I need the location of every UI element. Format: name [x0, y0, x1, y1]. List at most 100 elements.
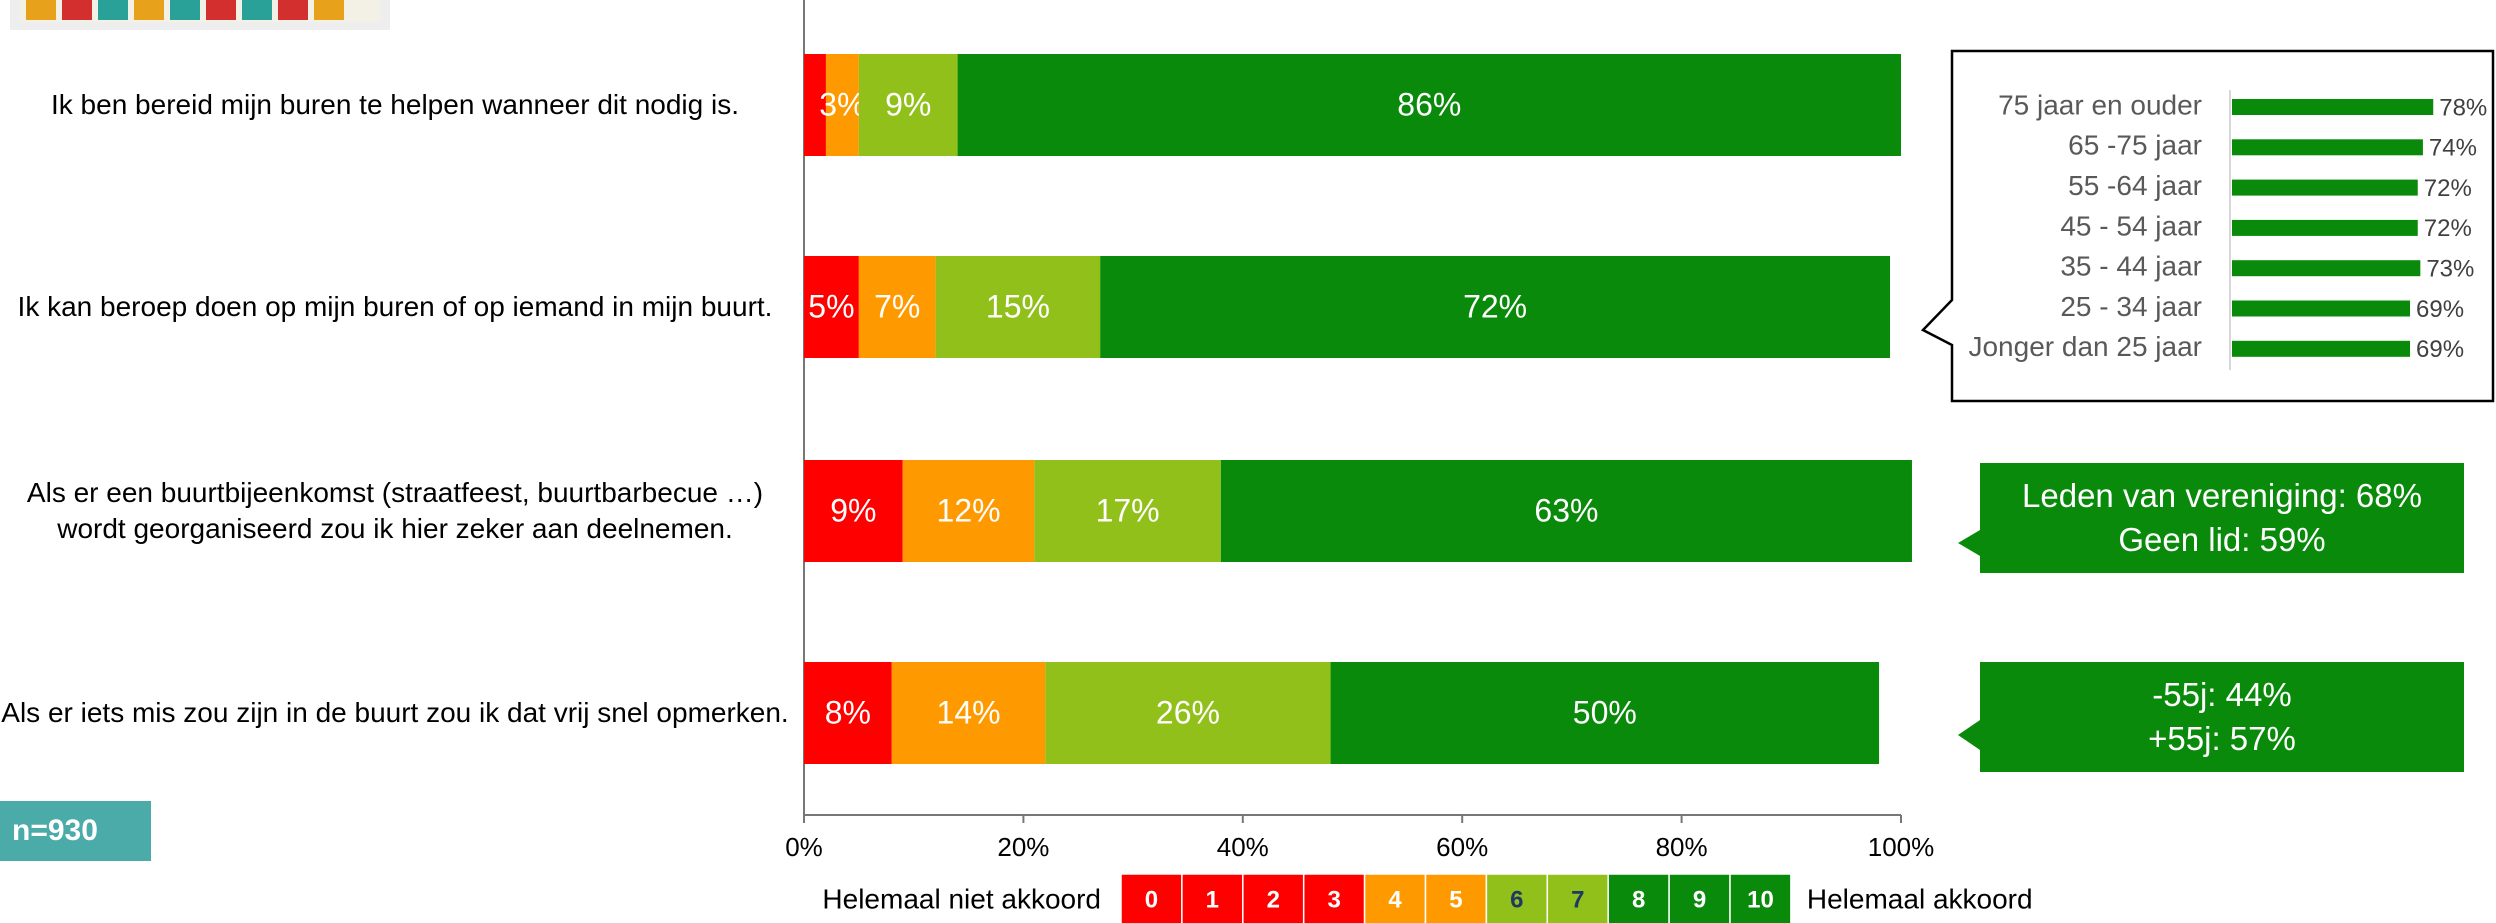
x-tick-label: 100%	[1868, 832, 1935, 862]
data-label: 15%	[986, 288, 1050, 324]
legend-box	[1424, 873, 1488, 923]
legend-box-label: 3	[1327, 886, 1340, 913]
house	[242, 0, 272, 20]
inset-data-label: 72%	[2424, 215, 2472, 242]
legend-box-label: 9	[1693, 886, 1706, 913]
category-label: Ik ben bereid mijn buren te helpen wanne…	[51, 89, 739, 120]
data-label: 9%	[830, 492, 876, 528]
inset-category-label: 65 -75 jaar	[2068, 130, 2202, 161]
house	[134, 0, 164, 20]
bar-segment	[858, 256, 936, 358]
callout-box	[1958, 662, 2464, 772]
data-label: 26%	[1156, 694, 1220, 730]
data-label: 17%	[1096, 492, 1160, 528]
bar-segment	[902, 460, 1035, 562]
x-tick-label: 40%	[1217, 832, 1269, 862]
legend-box	[1485, 873, 1549, 923]
house	[62, 0, 92, 20]
legend-box	[1668, 873, 1731, 923]
legend-box-label: 5	[1449, 886, 1462, 913]
bar-segment	[891, 662, 1046, 764]
data-label: 14%	[937, 694, 1001, 730]
inset-category-label: 45 - 54 jaar	[2060, 210, 2202, 241]
inset-data-label: 69%	[2416, 296, 2464, 323]
bar-segment	[804, 662, 892, 764]
legend-box	[1302, 873, 1366, 923]
bar-segment	[1330, 662, 1880, 764]
callout-line: Leden van vereniging: 68%	[2022, 477, 2422, 514]
x-tick-label: 80%	[1656, 832, 1708, 862]
inset-category-label: 25 - 34 jaar	[2060, 291, 2202, 322]
house	[26, 0, 56, 20]
category-label: Ik kan beroep doen op mijn buren of op i…	[17, 291, 773, 322]
callout-line: Geen lid: 59%	[2118, 521, 2326, 558]
callout: Leden van vereniging: 68% Geen lid: 59%	[1980, 463, 2464, 573]
legend-box-label: 7	[1571, 886, 1584, 913]
inset-bar	[2232, 219, 2418, 236]
house	[278, 0, 308, 20]
bar-segment	[1220, 460, 1912, 562]
bar-segment	[957, 54, 1901, 156]
header-image	[10, 0, 390, 30]
legend-box-label: 0	[1145, 886, 1158, 913]
bar-segment	[804, 460, 903, 562]
legend-box	[1363, 873, 1427, 923]
house	[314, 0, 344, 20]
inset-category-label: Jonger dan 25 jaar	[1968, 331, 2202, 362]
legend-box	[1607, 873, 1670, 923]
inset-bar	[2232, 300, 2411, 317]
data-label: 63%	[1534, 492, 1598, 528]
bar-segment	[1034, 460, 1221, 562]
x-tick-label: 20%	[997, 832, 1049, 862]
inset-bar	[2232, 179, 2418, 196]
data-label: 9%	[885, 86, 931, 122]
bar-segment	[1045, 662, 1331, 764]
inset-data-label: 72%	[2424, 175, 2472, 202]
bar-segment	[804, 256, 859, 358]
x-tick-label: 60%	[1436, 832, 1488, 862]
inset-bar	[2232, 99, 2434, 115]
inset-data-label: 74%	[2429, 135, 2477, 162]
bar-segment	[825, 54, 859, 156]
data-label: 8%	[825, 694, 871, 730]
bar-segment	[858, 54, 958, 156]
callout-box	[1958, 463, 2464, 573]
legend-box-label: 6	[1510, 886, 1523, 913]
bar-segment	[1100, 256, 1891, 358]
sample-size: n=930	[0, 801, 151, 861]
legend-left-label: Helemaal niet akkoord	[822, 883, 1101, 914]
house	[98, 0, 128, 20]
bar-segment	[804, 54, 826, 156]
category-label: Als er iets mis zou zijn in de buurt zou…	[1, 697, 789, 728]
data-label: 7%	[874, 288, 920, 324]
legend-box	[1729, 873, 1792, 923]
inset-data-label: 73%	[2426, 256, 2474, 283]
data-label: 50%	[1573, 694, 1637, 730]
inset-data-label: 69%	[2416, 336, 2464, 363]
legend-box	[1120, 873, 1183, 923]
legend-right-label: Helemaal akkoord	[1807, 883, 2033, 914]
callout-line: +55j: 57%	[2148, 720, 2296, 757]
x-tick-label: 0%	[785, 832, 823, 862]
inset-bar	[2232, 139, 2423, 156]
inset-bar	[2232, 260, 2421, 277]
data-label: 3%	[819, 86, 865, 122]
inset-category-label: 75 jaar en ouder	[1998, 89, 2202, 120]
inset-bar	[2232, 340, 2411, 357]
legend-box-label: 2	[1267, 886, 1280, 913]
data-label: 5%	[808, 288, 854, 324]
house	[170, 0, 200, 20]
legend-box-label: 8	[1632, 886, 1645, 913]
callout: -55j: 44% +55j: 57%	[1980, 662, 2464, 772]
legend-box-label: 1	[1206, 886, 1219, 913]
data-label: 72%	[1463, 288, 1527, 324]
inset-data-label: 78%	[2439, 94, 2487, 121]
inset-category-label: 35 - 44 jaar	[2060, 251, 2202, 282]
data-label: 86%	[1397, 86, 1461, 122]
callout-line: -55j: 44%	[2152, 676, 2292, 713]
data-label: 12%	[937, 492, 1001, 528]
bar-segment	[935, 256, 1101, 358]
legend-box-label: 4	[1388, 886, 1402, 913]
legend-box-label: 10	[1747, 886, 1774, 913]
